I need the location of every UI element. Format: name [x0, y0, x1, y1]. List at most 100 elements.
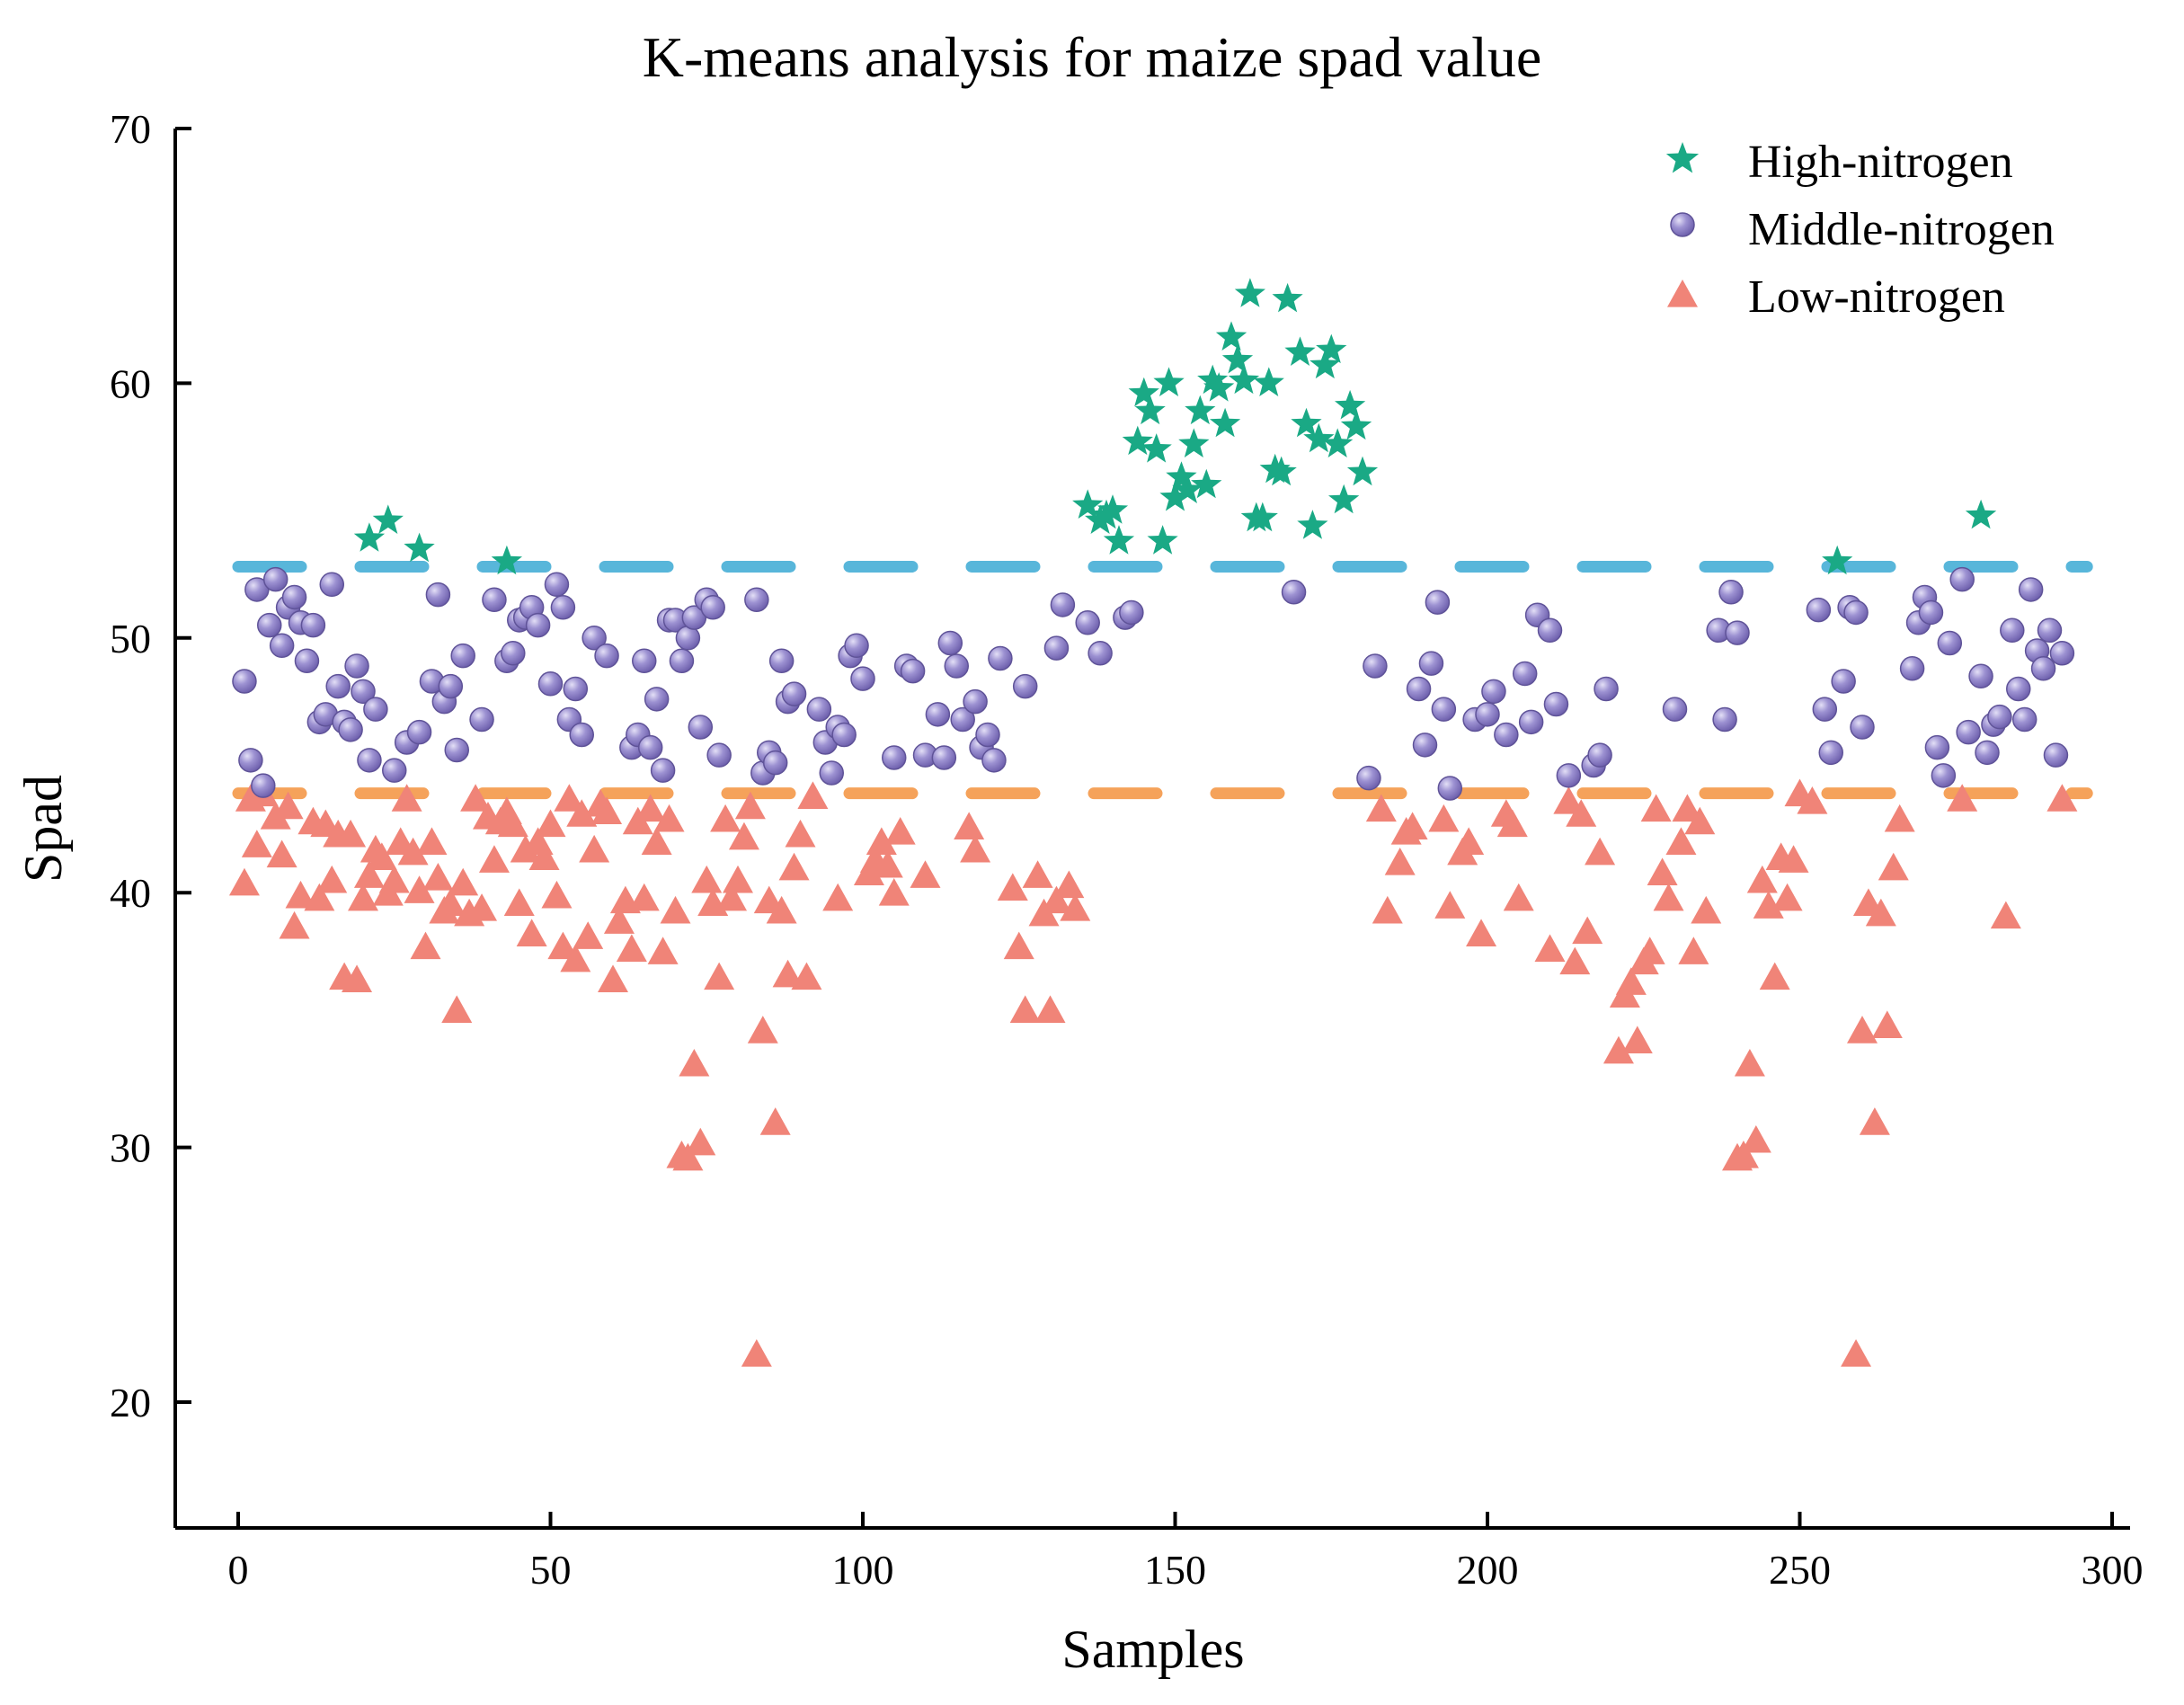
- low-nitrogen-point: [566, 799, 598, 827]
- low-nitrogen-point: [878, 878, 910, 906]
- middle-nitrogen-point: [2000, 617, 2025, 644]
- middle-nitrogen-point: [1949, 566, 1975, 592]
- middle-nitrogen-point: [1050, 592, 1076, 617]
- low-nitrogen-point: [1678, 937, 1709, 964]
- high-nitrogen-point: [1310, 349, 1341, 379]
- low-nitrogen-point: [1453, 827, 1485, 855]
- middle-nitrogen-point: [900, 658, 926, 684]
- low-nitrogen-point: [228, 867, 260, 896]
- high-nitrogen-point: [1965, 499, 1997, 529]
- middle-nitrogen-point: [444, 737, 469, 763]
- low-nitrogen-point: [404, 875, 435, 903]
- low-nitrogen-point: [691, 865, 723, 893]
- high-nitrogen-point: [1128, 377, 1159, 407]
- middle-nitrogen-point: [469, 706, 494, 733]
- high-nitrogen-point: [1072, 489, 1104, 519]
- legend-item-middle: Middle-nitrogen: [1670, 204, 2055, 255]
- high-nitrogen-point: [1253, 367, 1284, 396]
- high-nitrogen-point: [1221, 343, 1254, 374]
- middle-nitrogen-point: [781, 681, 807, 706]
- low-nitrogen-point: [335, 819, 367, 848]
- middle-nitrogen-point: [1937, 630, 1963, 656]
- middle-nitrogen-point: [1712, 706, 1737, 733]
- low-nitrogen-point: [954, 812, 985, 839]
- middle-nitrogen-point: [819, 760, 844, 786]
- axes: [173, 129, 2130, 1530]
- high-nitrogen-point: [1172, 474, 1203, 503]
- low-nitrogen-point: [353, 860, 385, 888]
- middle-nitrogen-point: [1831, 669, 1856, 694]
- middle-nitrogen-point: [294, 648, 320, 674]
- middle-nitrogen-point: [351, 679, 376, 705]
- low-nitrogen-point: [272, 791, 304, 820]
- x-tick-label: 200: [1457, 1547, 1519, 1593]
- middle-nitrogen-point: [1119, 599, 1144, 626]
- low-nitrogen-point: [1878, 852, 1909, 881]
- low-nitrogen-point: [716, 883, 748, 911]
- high-nitrogen-point: [1191, 468, 1222, 499]
- high-nitrogen-point: [1297, 510, 1328, 539]
- low-nitrogen-point: [1503, 883, 1534, 911]
- low-nitrogen-point: [528, 842, 560, 870]
- middle-nitrogen-point: [338, 717, 363, 742]
- low-nitrogen-point: [1034, 995, 1066, 1024]
- middle-nitrogen-point: [357, 748, 382, 773]
- low-nitrogen-point: [460, 784, 492, 812]
- low-nitrogen-point: [497, 809, 528, 838]
- low-nitrogen-point: [1778, 845, 1809, 873]
- middle-nitrogen-point: [831, 722, 857, 748]
- middle-nitrogen-point: [1587, 742, 1612, 768]
- middle-nitrogen-point: [850, 666, 875, 691]
- middle-nitrogen-point: [1494, 722, 1519, 748]
- low-nitrogen-point: [685, 1127, 716, 1156]
- low-nitrogen-point: [366, 842, 397, 870]
- low-nitrogen-point: [378, 865, 410, 893]
- low-nitrogen-point: [1365, 794, 1397, 822]
- middle-nitrogen-point: [1537, 617, 1563, 644]
- low-nitrogen-point: [422, 863, 454, 891]
- low-nitrogen-point: [1759, 962, 1790, 990]
- low-nitrogen-point: [279, 910, 310, 939]
- y-tick-label: 40: [110, 870, 151, 916]
- low-nitrogen-point: [560, 944, 591, 972]
- low-nitrogen-point: [1665, 827, 1697, 855]
- low-nitrogen-point: [1847, 1016, 1878, 1043]
- low-nitrogen-point: [503, 888, 535, 916]
- middle-nitrogen-point: [2049, 641, 2075, 666]
- high-nitrogen-point: [1234, 278, 1265, 307]
- low-nitrogen-point: [603, 906, 635, 934]
- low-nitrogen-point: [1691, 895, 1722, 924]
- middle-nitrogen-point: [2018, 577, 2044, 602]
- low-nitrogen-point: [759, 1107, 791, 1135]
- low-nitrogen-point: [391, 784, 422, 812]
- x-tick-label: 0: [228, 1547, 249, 1593]
- middle-nitrogen-point: [482, 587, 507, 613]
- low-nitrogen-point: [591, 796, 623, 824]
- low-nitrogen-point: [541, 880, 573, 909]
- middle-nitrogen-point: [1412, 733, 1438, 758]
- middle-nitrogen-point: [244, 577, 270, 602]
- middle-nitrogen-point: [300, 612, 326, 638]
- high-nitrogen-point: [1178, 428, 1210, 457]
- y-tick-label: 30: [110, 1125, 151, 1171]
- high-nitrogen-point: [1291, 407, 1322, 438]
- middle-nitrogen-point: [1594, 676, 1619, 702]
- low-nitrogen-point: [285, 880, 316, 909]
- middle-nitrogen-point: [238, 748, 263, 773]
- middle-nitrogen-point: [1512, 661, 1538, 687]
- low-nitrogen-point: [997, 873, 1028, 901]
- middle-nitrogen-point: [1431, 697, 1457, 722]
- y-tick-label: 70: [110, 106, 151, 152]
- low-nitrogen-point: [616, 934, 647, 963]
- low-nitrogen-point: [1653, 883, 1684, 911]
- middle-nitrogen-point: [1425, 590, 1451, 615]
- middle-nitrogen-point: [931, 745, 957, 770]
- low-nitrogen-point: [1634, 937, 1665, 964]
- low-nitrogen-point: [778, 852, 810, 881]
- low-nitrogen-point: [466, 893, 498, 921]
- low-nitrogen-point: [653, 804, 685, 832]
- low-nitrogen-point: [448, 867, 479, 896]
- middle-nitrogen-point: [438, 673, 464, 699]
- middle-nitrogen-point: [319, 572, 344, 598]
- legend-star-marker: [1665, 142, 1700, 173]
